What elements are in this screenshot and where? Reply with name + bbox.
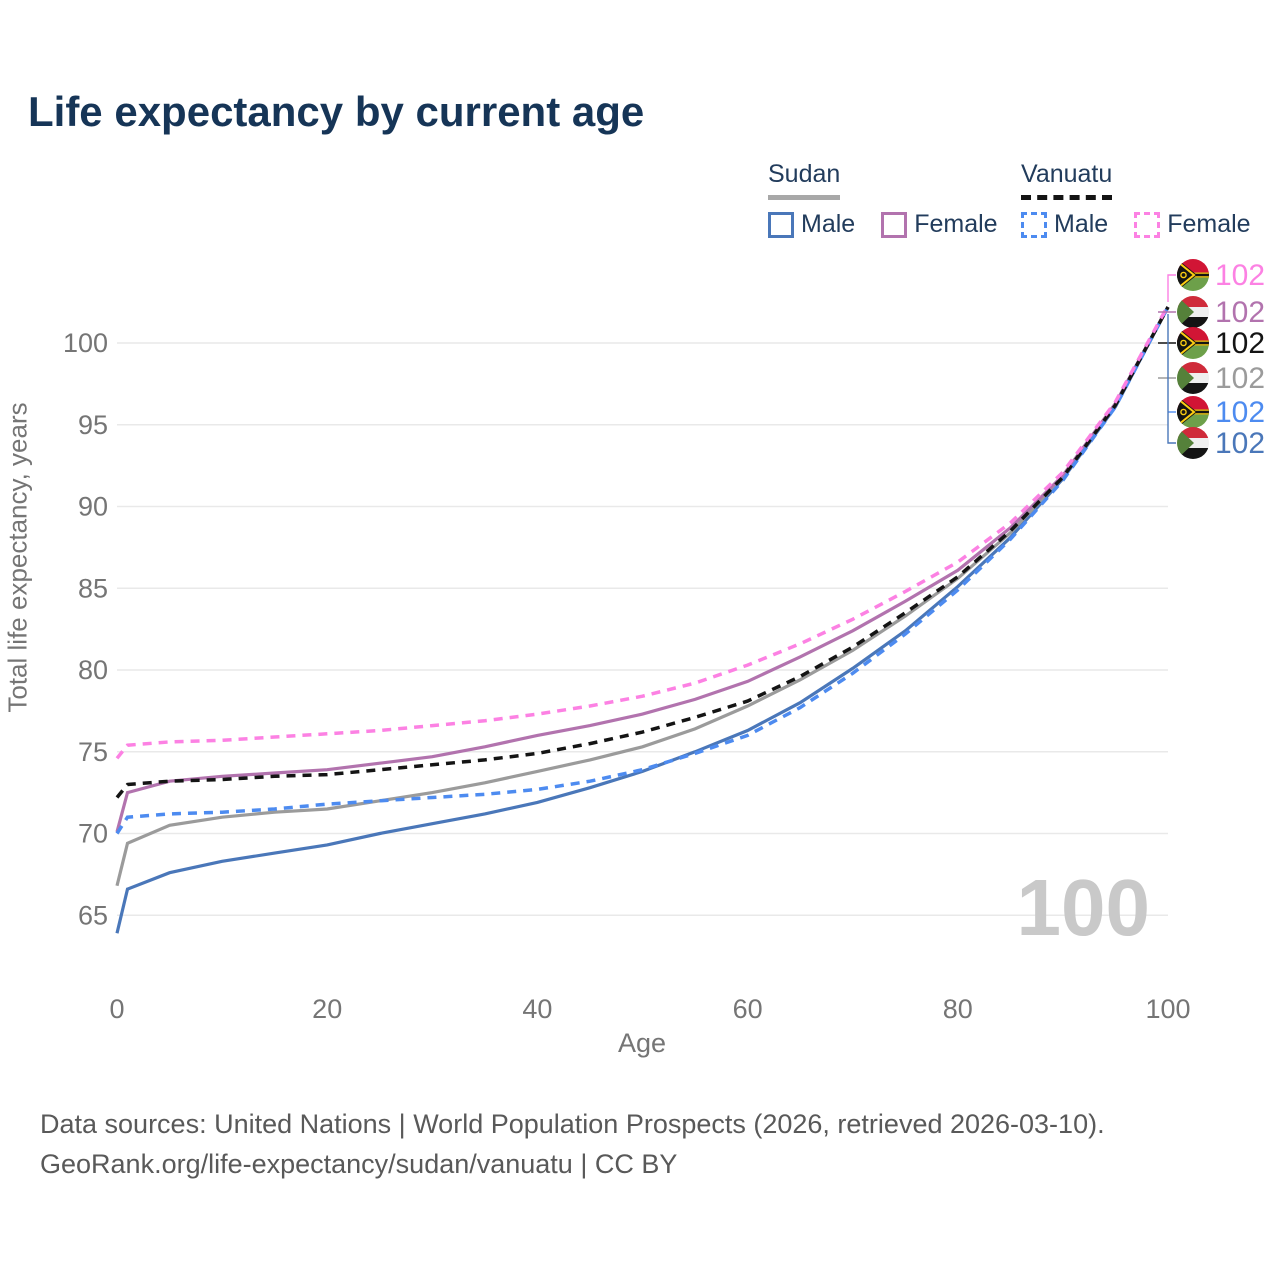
series-line-vanuatu-male[interactable]	[115, 306, 1170, 835]
y-axis-title: Total life expectancy, years	[2, 402, 33, 713]
end-value-label[interactable]: 102	[1215, 327, 1265, 360]
vanuatu-female-swatch-icon	[1134, 211, 1161, 238]
flag-icon-vanuatu	[1177, 396, 1209, 428]
age-counter-watermark: 100	[1016, 863, 1150, 952]
y-tick-label: 80	[78, 655, 108, 685]
end-value-label[interactable]: 102	[1215, 296, 1265, 329]
legend-country-sudan[interactable]: Sudan	[768, 160, 841, 200]
y-tick-label: 85	[78, 573, 108, 603]
end-label-leader	[1167, 274, 1176, 302]
flag-icon-sudan	[1177, 296, 1209, 328]
flag-icon-sudan	[1177, 427, 1209, 459]
x-tick-label: 100	[1145, 994, 1190, 1024]
vanuatu-male-swatch-icon	[1021, 211, 1047, 238]
series-line-sudan-both[interactable]	[115, 306, 1170, 887]
y-tick-label: 65	[78, 900, 108, 930]
legend-group-sudan: Sudan Male Female	[768, 160, 998, 239]
x-tick-label: 80	[943, 994, 973, 1024]
y-tick-label: 75	[78, 737, 108, 767]
end-value-label[interactable]: 102	[1215, 362, 1265, 395]
y-tick-label: 70	[78, 819, 108, 849]
y-tick-label: 100	[63, 328, 108, 358]
end-value-label[interactable]: 102	[1215, 427, 1265, 460]
x-tick-label: 40	[522, 994, 552, 1024]
flag-icon-vanuatu	[1177, 259, 1209, 291]
end-label-leader	[1167, 314, 1176, 444]
end-value-label[interactable]: 102	[1215, 259, 1265, 292]
legend-item-sudan-male[interactable]: Male	[768, 210, 855, 239]
series-line-sudan-male[interactable]	[115, 306, 1170, 934]
legend-item-vanuatu-female[interactable]: Female	[1134, 210, 1251, 239]
x-tick-label: 0	[109, 994, 124, 1024]
footer: Data sources: United Nations | World Pop…	[40, 1104, 1105, 1184]
sudan-male-swatch-icon	[768, 211, 794, 238]
legend-item-label: Female	[914, 210, 998, 238]
legend-country-vanuatu[interactable]: Vanuatu	[1021, 160, 1113, 200]
legend-country-vanuatu-label: Vanuatu	[1021, 160, 1113, 188]
legend-item-label: Female	[1167, 210, 1251, 238]
series-line-sudan-female[interactable]	[115, 306, 1170, 833]
legend-item-label: Male	[801, 210, 856, 238]
series-line-vanuatu-both[interactable]	[115, 306, 1170, 799]
flag-icon-sudan	[1177, 362, 1209, 394]
y-tick-label: 90	[78, 492, 108, 522]
y-tick-label: 95	[78, 410, 108, 440]
flag-icon-vanuatu	[1177, 327, 1209, 359]
page-title: Life expectancy by current age	[28, 88, 645, 135]
x-axis-title: Age	[617, 1028, 667, 1058]
sudan-female-swatch-icon	[881, 211, 908, 238]
x-tick-label: 60	[733, 994, 763, 1024]
legend-item-label: Male	[1054, 210, 1109, 238]
legend-country-sudan-label: Sudan	[768, 160, 841, 188]
footer-attribution: GeoRank.org/life-expectancy/sudan/vanuat…	[40, 1149, 678, 1179]
end-value-label[interactable]: 102	[1215, 396, 1265, 429]
legend-group-vanuatu: Vanuatu Male Female	[1021, 160, 1251, 239]
footer-data-sources: Data sources: United Nations | World Pop…	[40, 1109, 1105, 1139]
x-tick-label: 20	[312, 994, 342, 1024]
legend-item-vanuatu-male[interactable]: Male	[1021, 210, 1108, 239]
legend-item-sudan-female[interactable]: Female	[881, 210, 998, 239]
